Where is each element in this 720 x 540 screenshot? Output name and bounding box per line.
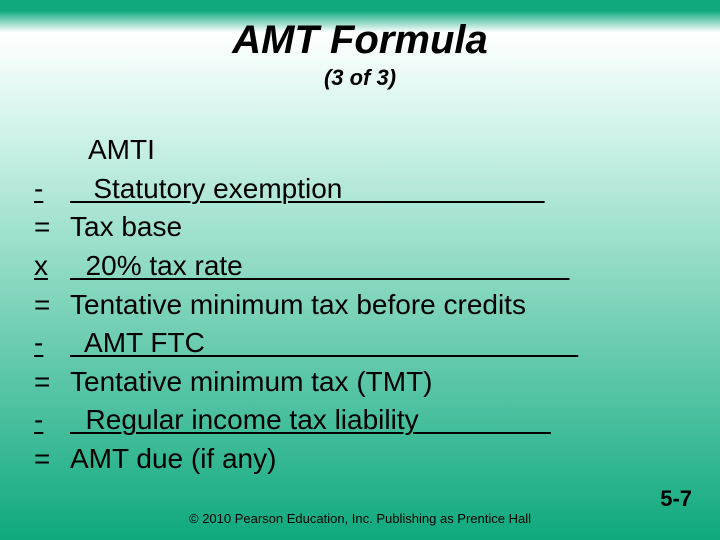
formula-op: - — [30, 401, 70, 440]
formula-row: = Tentative minimum tax (TMT) — [30, 363, 700, 402]
formula-row: - AMT FTC — [30, 324, 700, 363]
formula-label: AMTI — [70, 131, 700, 170]
formula-label: AMT FTC — [70, 324, 700, 363]
formula-op: = — [30, 208, 70, 247]
formula-op: = — [30, 440, 70, 479]
formula-row: AMTI — [30, 131, 700, 170]
formula-op: - — [30, 324, 70, 363]
formula-block: AMTI - Statutory exemption = Tax base x … — [0, 131, 720, 479]
formula-row: - Statutory exemption — [30, 170, 700, 209]
copyright-text: © 2010 Pearson Education, Inc. Publishin… — [0, 511, 720, 526]
formula-row: - Regular income tax liability — [30, 401, 700, 440]
formula-op: - — [30, 170, 70, 209]
slide-title: AMT Formula — [0, 0, 720, 63]
formula-row: = Tentative minimum tax before credits — [30, 286, 700, 325]
page-number: 5-7 — [660, 486, 692, 512]
formula-label: Statutory exemption — [70, 170, 700, 209]
slide-subtitle: (3 of 3) — [0, 65, 720, 91]
formula-op: = — [30, 363, 70, 402]
formula-label: Tentative minimum tax (TMT) — [70, 363, 700, 402]
formula-op: x — [30, 247, 70, 286]
formula-label: Tax base — [70, 208, 700, 247]
formula-label: 20% tax rate — [70, 247, 700, 286]
formula-row: = AMT due (if any) — [30, 440, 700, 479]
formula-label: Tentative minimum tax before credits — [70, 286, 700, 325]
formula-row: = Tax base — [30, 208, 700, 247]
formula-label: Regular income tax liability — [70, 401, 700, 440]
formula-row: x 20% tax rate — [30, 247, 700, 286]
formula-label: AMT due (if any) — [70, 440, 700, 479]
formula-op: = — [30, 286, 70, 325]
